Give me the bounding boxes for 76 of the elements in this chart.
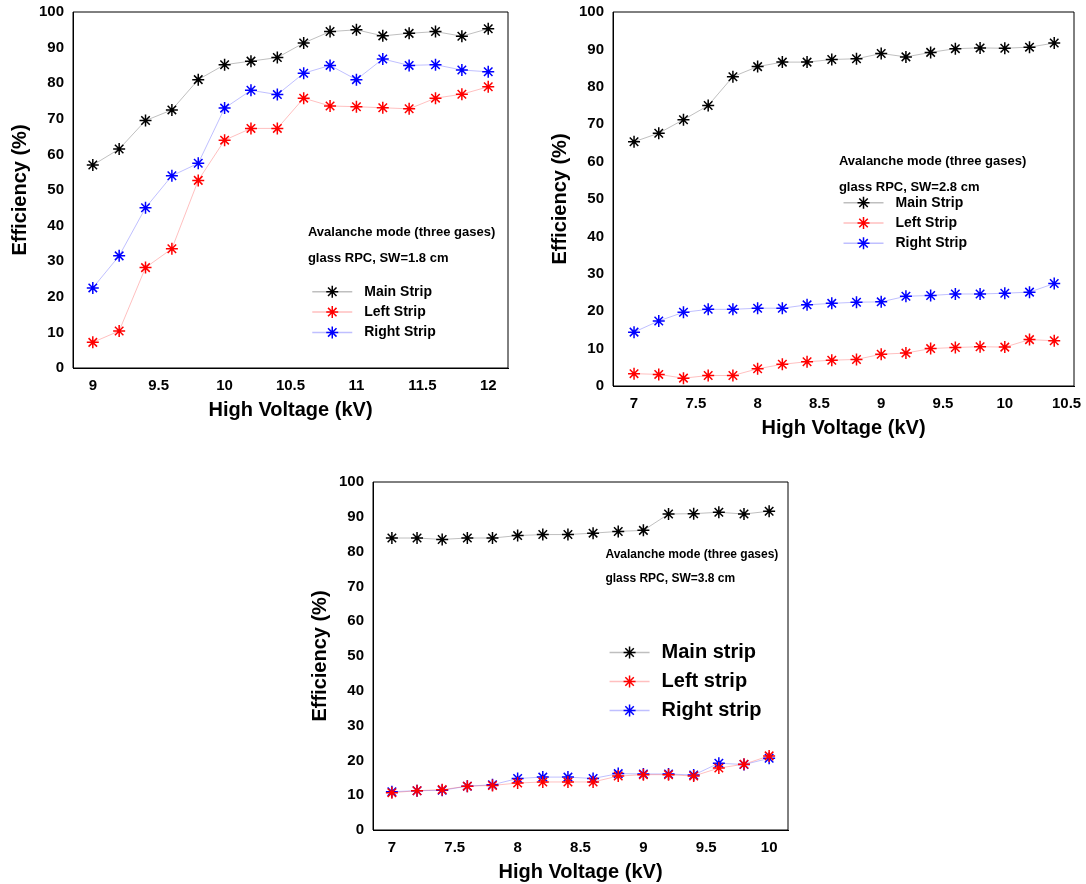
- x-tick-label: 9: [877, 394, 886, 412]
- y-axis-title: Efficiency (%): [547, 133, 570, 265]
- x-tick-label: 9: [88, 376, 97, 394]
- legend-label: Left Strip: [364, 302, 426, 319]
- y-tick-label: 90: [587, 39, 605, 57]
- y-axis-title: Efficiency (%): [7, 124, 30, 256]
- legend-label: Right Strip: [364, 323, 436, 340]
- y-tick-label: 30: [47, 251, 65, 269]
- x-tick-label: 10: [760, 838, 778, 856]
- legend-label: Right strip: [661, 698, 762, 721]
- annotation: Avalanche mode (three gases): [605, 547, 779, 562]
- x-axis-title: High Voltage (kV): [208, 397, 373, 420]
- x-tick-label: 9.5: [932, 394, 954, 412]
- x-tick-label: 8: [753, 394, 762, 412]
- y-tick-label: 0: [595, 376, 605, 394]
- y-tick-label: 30: [587, 263, 605, 281]
- y-tick-label: 70: [347, 576, 365, 594]
- x-tick-label: 11.5: [408, 376, 437, 394]
- x-axis-title: High Voltage (kV): [761, 415, 926, 438]
- y-tick-label: 90: [347, 506, 365, 524]
- x-tick-label: 7: [629, 394, 639, 412]
- y-tick-label: 10: [347, 785, 365, 803]
- y-tick-label: 70: [587, 114, 605, 132]
- y-tick-label: 10: [47, 322, 65, 340]
- y-tick-label: 70: [47, 108, 65, 126]
- x-tick-label: 9.5: [695, 838, 717, 856]
- y-tick-label: 0: [55, 358, 65, 376]
- x-tick-label: 11: [348, 376, 365, 394]
- legend-label: Left strip: [661, 669, 748, 692]
- x-tick-label: 8.5: [808, 394, 830, 412]
- x-tick-label: 10: [996, 394, 1014, 412]
- y-tick-label: 20: [47, 286, 65, 304]
- x-tick-label: 10.5: [1051, 394, 1082, 412]
- y-tick-label: 0: [355, 820, 365, 838]
- x-tick-label: 8.5: [570, 838, 591, 856]
- y-tick-label: 60: [347, 611, 365, 629]
- y-tick-label: 10: [587, 338, 605, 356]
- legend-label: Left Strip: [895, 213, 957, 230]
- x-tick-label: 7.5: [444, 838, 466, 856]
- y-tick-label: 90: [47, 37, 65, 55]
- annotation: Avalanche mode (three gases): [838, 153, 1027, 169]
- legend-label: Main Strip: [895, 193, 964, 210]
- legend-label: Right Strip: [895, 234, 968, 251]
- y-axis-title: Efficiency (%): [307, 590, 330, 722]
- legend-label: Main strip: [661, 640, 757, 663]
- y-tick-label: 40: [47, 215, 65, 233]
- y-tick-label: 20: [347, 750, 365, 768]
- y-tick-label: 50: [347, 646, 365, 664]
- x-tick-label: 7.5: [685, 394, 707, 412]
- x-tick-label: 7: [387, 838, 397, 856]
- annotation: glass RPC, SW=1.8 cm: [307, 250, 449, 266]
- legend-label: Main Strip: [364, 282, 432, 299]
- x-tick-label: 10: [216, 376, 233, 394]
- y-tick-label: 80: [347, 541, 365, 559]
- y-tick-label: 100: [39, 2, 65, 20]
- y-tick-label: 40: [347, 680, 365, 698]
- y-tick-label: 80: [47, 73, 65, 91]
- x-tick-label: 9.5: [148, 376, 170, 394]
- y-tick-label: 20: [587, 301, 605, 319]
- y-tick-label: 80: [587, 76, 605, 94]
- annotation: glass RPC, SW=2.8 cm: [838, 179, 980, 195]
- annotation: Avalanche mode (three gases): [307, 224, 496, 240]
- y-tick-label: 50: [47, 180, 65, 198]
- y-tick-label: 100: [339, 472, 365, 490]
- y-tick-label: 100: [579, 2, 605, 20]
- x-tick-label: 12: [479, 376, 497, 394]
- y-tick-label: 60: [587, 151, 605, 169]
- x-tick-label: 10.5: [275, 376, 306, 394]
- y-tick-label: 40: [587, 226, 605, 244]
- x-axis-title: High Voltage (kV): [498, 859, 663, 882]
- y-tick-label: 60: [47, 144, 65, 162]
- x-tick-label: 8: [513, 838, 522, 856]
- y-tick-label: 50: [587, 189, 605, 207]
- annotation: glass RPC, SW=3.8 cm: [605, 571, 736, 586]
- y-tick-label: 30: [347, 715, 365, 733]
- x-tick-label: 9: [639, 838, 648, 856]
